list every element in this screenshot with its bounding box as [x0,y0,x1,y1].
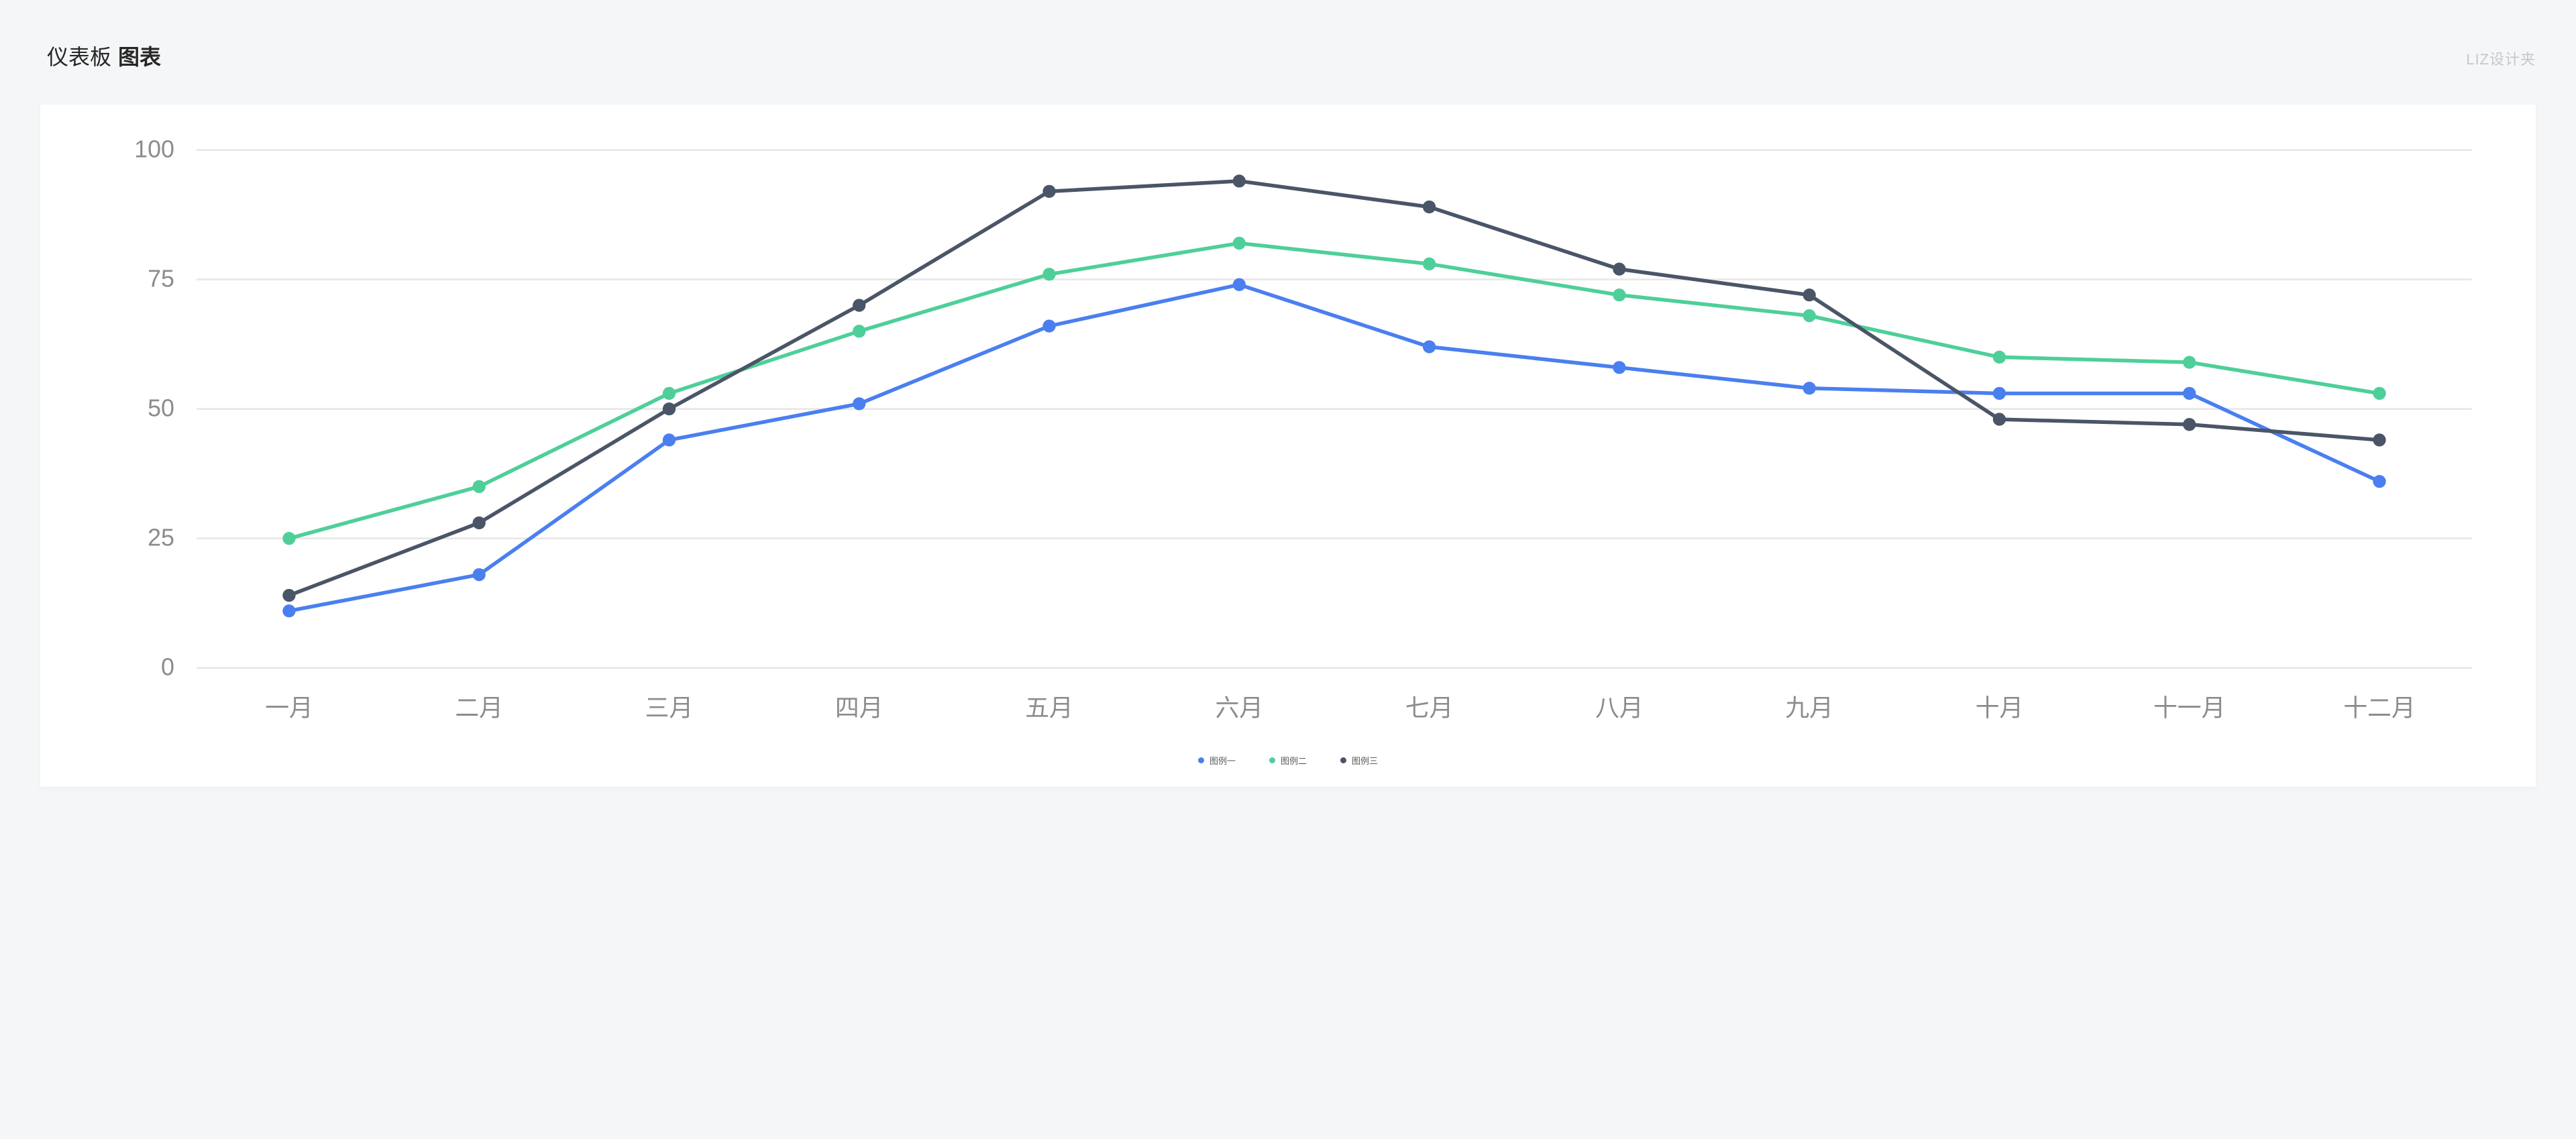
data-point [663,402,676,415]
title-light: 仪表板 [47,40,111,71]
legend-item[interactable]: 图例一 [1198,754,1236,767]
data-point [473,517,486,529]
page-title: 仪表板 图表 [47,40,161,71]
brand-label: LIZ设计夹 [2466,48,2536,69]
data-point [1042,319,1055,332]
chart-container: 0 25 50 75 100 一月 二月 三月 四月 五月 六月 七月 八月 九月 十月 十一月 十二月 图例… [67,131,2509,767]
data-point [1423,201,1436,213]
data-point [853,397,865,410]
data-point [2183,356,2196,368]
data-point [1993,387,2006,400]
series-line [289,243,2379,539]
data-point [2183,387,2196,400]
data-point [1042,268,1055,280]
legend-label: 图例二 [1281,754,1307,767]
x-tick-label: 二月 [455,694,503,721]
data-point [1803,382,1815,394]
x-tick-label: 十月 [1976,694,2024,721]
data-point [1613,288,1625,301]
title-bold: 图表 [118,40,161,71]
legend-label: 图例一 [1210,754,1236,767]
data-point [1613,361,1625,374]
y-tick-label: 75 [148,266,174,292]
data-point [1233,174,1246,187]
data-point [853,299,865,312]
legend-label: 图例三 [1352,754,1378,767]
y-tick-label: 0 [161,654,174,681]
data-point [853,325,865,337]
y-tick-label: 50 [148,395,174,422]
data-point [1803,288,1815,301]
x-tick-label: 十二月 [2343,694,2415,721]
data-point [282,589,295,602]
x-tick-label: 一月 [265,694,313,721]
data-point [2373,475,2385,488]
header-row: 仪表板 图表 LIZ设计夹 [40,40,2536,71]
legend-dot-icon [1269,757,1275,763]
x-tick-label: 十一月 [2153,694,2225,721]
data-point [2373,433,2385,446]
data-point [282,604,295,617]
page: 仪表板 图表 LIZ设计夹 0 25 50 75 100 一月 二月 三月 四月 五月 六月 七月 八… [0,0,2576,840]
data-point [663,387,676,400]
data-point [2183,418,2196,431]
x-tick-label: 七月 [1405,694,1454,721]
data-point [1233,278,1246,291]
data-point [1233,237,1246,250]
data-point [1423,258,1436,270]
data-point [1042,185,1055,198]
data-point [1993,351,2006,364]
x-tick-label: 九月 [1785,694,1833,721]
data-point [1613,263,1625,276]
data-point [1423,340,1436,353]
legend: 图例一 图例二 图例三 [67,754,2509,767]
legend-item[interactable]: 图例三 [1340,754,1378,767]
line-chart: 0 25 50 75 100 一月 二月 三月 四月 五月 六月 七月 八月 九月 十月 十一月 十二月 [67,131,2509,742]
data-point [1803,309,1815,322]
data-point [282,532,295,545]
chart-card: 0 25 50 75 100 一月 二月 三月 四月 五月 六月 七月 八月 九月 十月 十一月 十二月 图例… [40,105,2536,787]
x-tick-label: 八月 [1595,694,1644,721]
data-point [663,433,676,446]
x-tick-label: 四月 [835,694,883,721]
legend-item[interactable]: 图例二 [1269,754,1307,767]
x-tick-label: 五月 [1025,694,1073,721]
data-point [473,568,486,581]
series-line [289,181,2379,596]
legend-dot-icon [1340,757,1346,763]
data-point [2373,387,2385,400]
x-tick-label: 六月 [1215,694,1263,721]
y-tick-label: 100 [134,136,174,163]
x-tick-label: 三月 [645,694,694,721]
data-point [1993,413,2006,425]
y-tick-label: 25 [148,525,174,551]
data-point [473,480,486,493]
legend-dot-icon [1198,757,1204,763]
